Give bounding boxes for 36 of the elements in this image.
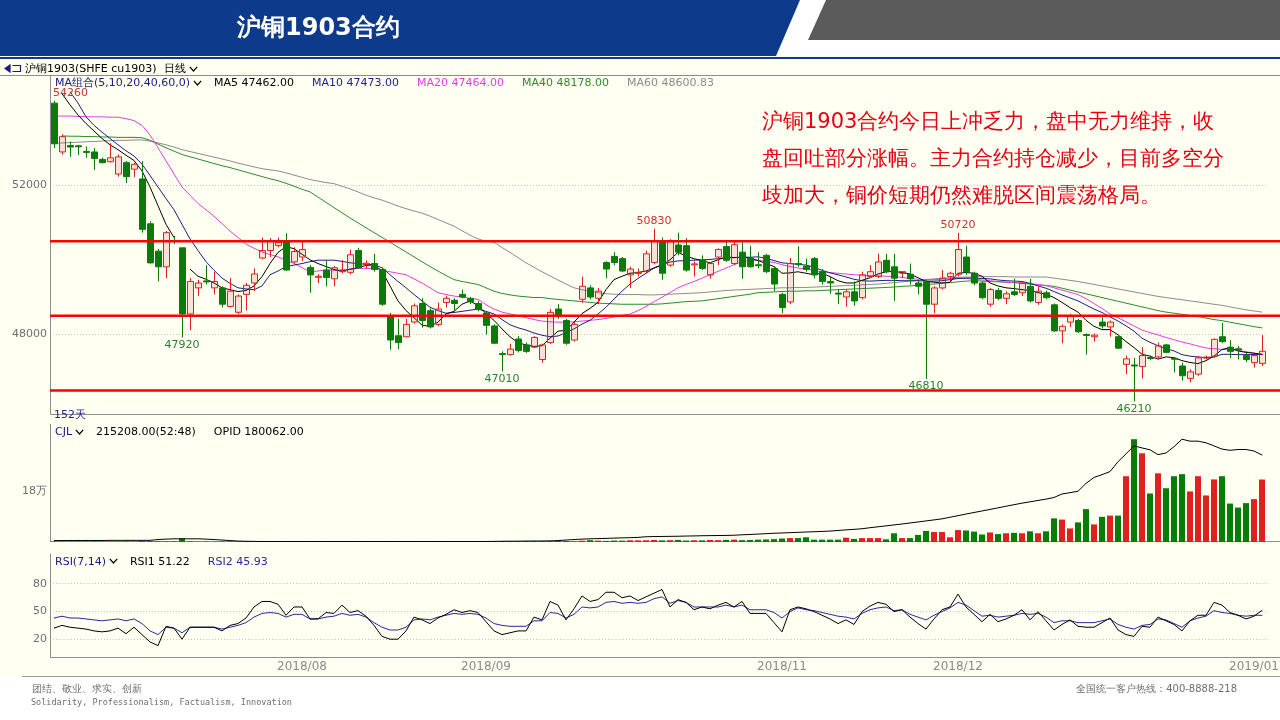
annotation: 50830 bbox=[636, 214, 672, 228]
legend-title: CJL bbox=[55, 425, 73, 438]
annotation: 47920 bbox=[164, 337, 200, 351]
text: 团结、敬业、求实、创新 bbox=[32, 683, 142, 695]
text: MA20 47464.00 bbox=[417, 76, 505, 89]
x-tick-label: 2018/08 bbox=[277, 658, 327, 673]
legend-title: MA组合(5,10,20,40,60,0) bbox=[55, 76, 191, 89]
y-tick-label: 52000 bbox=[12, 178, 47, 192]
text: 18万 bbox=[22, 484, 47, 497]
legend-label: RSI1 51.22 bbox=[129, 554, 190, 568]
text: MA10 47473.00 bbox=[312, 76, 400, 89]
text: Solidarity, Professionalism, Factualism, Innovation bbox=[31, 697, 292, 708]
annotation: 46810 bbox=[908, 379, 944, 393]
x-tick-label: 2018/12 bbox=[933, 658, 983, 673]
x-tick-label: 2019/01 bbox=[1229, 658, 1279, 673]
text: 215208.00(52:48) bbox=[96, 425, 196, 438]
legend-label: MA5 47462.00 bbox=[214, 76, 295, 89]
y-tick-label: 48000 bbox=[12, 327, 47, 341]
text: RSI2 45.93 bbox=[207, 554, 268, 568]
text: MA60 48600.83 bbox=[627, 76, 715, 89]
text: MA40 48178.00 bbox=[522, 76, 610, 89]
annotation: 50720 bbox=[940, 218, 976, 232]
y-tick-label: 50 bbox=[33, 604, 47, 618]
x-tick-label: 2018/11 bbox=[757, 658, 807, 673]
annotation: 152天 bbox=[54, 408, 86, 421]
legend-title: RSI(7,14) bbox=[55, 554, 106, 568]
text: OPID 180062.00 bbox=[213, 425, 304, 438]
y-tick-label: 20 bbox=[33, 632, 47, 646]
annotation: 46210 bbox=[1116, 401, 1152, 415]
x-tick-label: 2018/09 bbox=[461, 658, 511, 673]
y-tick-label: 80 bbox=[33, 576, 47, 590]
annotation: 沪铜1903合约今日上冲乏力，盘中无力维持，收盘回吐部分涨幅。主力合约持仓减少，目前多空分歧加大，铜价短期仍然难脱区间震荡格局。 bbox=[762, 108, 1225, 209]
chart-subtitle: 沪铜1903(SHFE cu1903) 日线 bbox=[25, 62, 186, 75]
chart-title: 沪铜1903合约 bbox=[237, 12, 400, 42]
text: 全国统一客户热线：400-8888-218 bbox=[1076, 683, 1237, 695]
annotation: 47010 bbox=[484, 371, 520, 385]
